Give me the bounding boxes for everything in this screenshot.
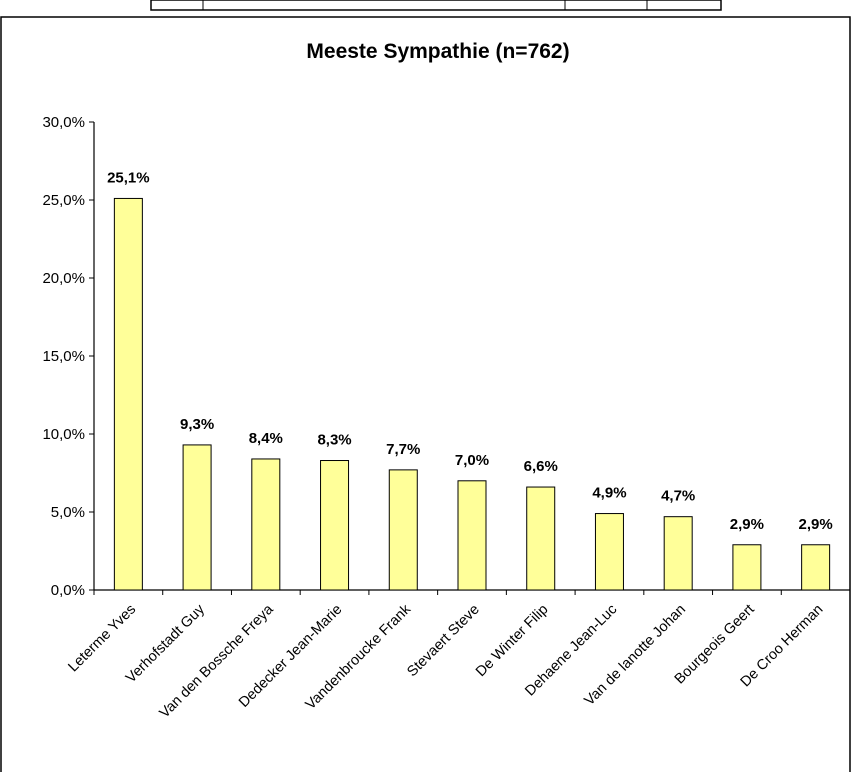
data-label: 6,6% bbox=[524, 458, 558, 475]
y-tick-label: 10,0% bbox=[42, 426, 85, 443]
bar bbox=[113, 197, 143, 591]
table-strip bbox=[150, 0, 722, 11]
y-tick-label: 25,0% bbox=[42, 192, 85, 209]
y-tick-label: 0,0% bbox=[51, 582, 85, 599]
data-label: 4,9% bbox=[592, 485, 626, 502]
data-label: 4,7% bbox=[661, 488, 695, 505]
y-tick-label: 15,0% bbox=[42, 348, 85, 365]
y-tick-label: 30,0% bbox=[42, 114, 85, 131]
data-label: 2,9% bbox=[730, 516, 764, 533]
bars bbox=[113, 197, 831, 591]
bar bbox=[526, 486, 556, 591]
data-label: 8,3% bbox=[317, 432, 351, 449]
data-label: 25,1% bbox=[107, 169, 150, 186]
bar bbox=[801, 544, 831, 591]
bar bbox=[182, 444, 212, 591]
bar bbox=[320, 460, 350, 591]
bar bbox=[251, 458, 281, 591]
y-tick-label: 20,0% bbox=[42, 270, 85, 287]
data-label: 7,7% bbox=[386, 441, 420, 458]
data-label: 9,3% bbox=[180, 416, 214, 433]
y-tick-label: 5,0% bbox=[51, 504, 85, 521]
bar bbox=[732, 544, 762, 591]
data-label: 2,9% bbox=[799, 516, 833, 533]
bar bbox=[457, 480, 487, 591]
chart-title: Meeste Sympathie (n=762) bbox=[306, 40, 569, 63]
bar bbox=[663, 516, 693, 591]
data-label: 7,0% bbox=[455, 452, 489, 469]
bar bbox=[594, 513, 624, 591]
bar bbox=[388, 469, 418, 591]
data-labels: 25,1% 9,3% 8,4% 8,3% 7,7% 7,0% 6,6% 4,9% 4,7% 2,9… bbox=[107, 169, 833, 532]
data-label: 8,4% bbox=[249, 430, 283, 447]
